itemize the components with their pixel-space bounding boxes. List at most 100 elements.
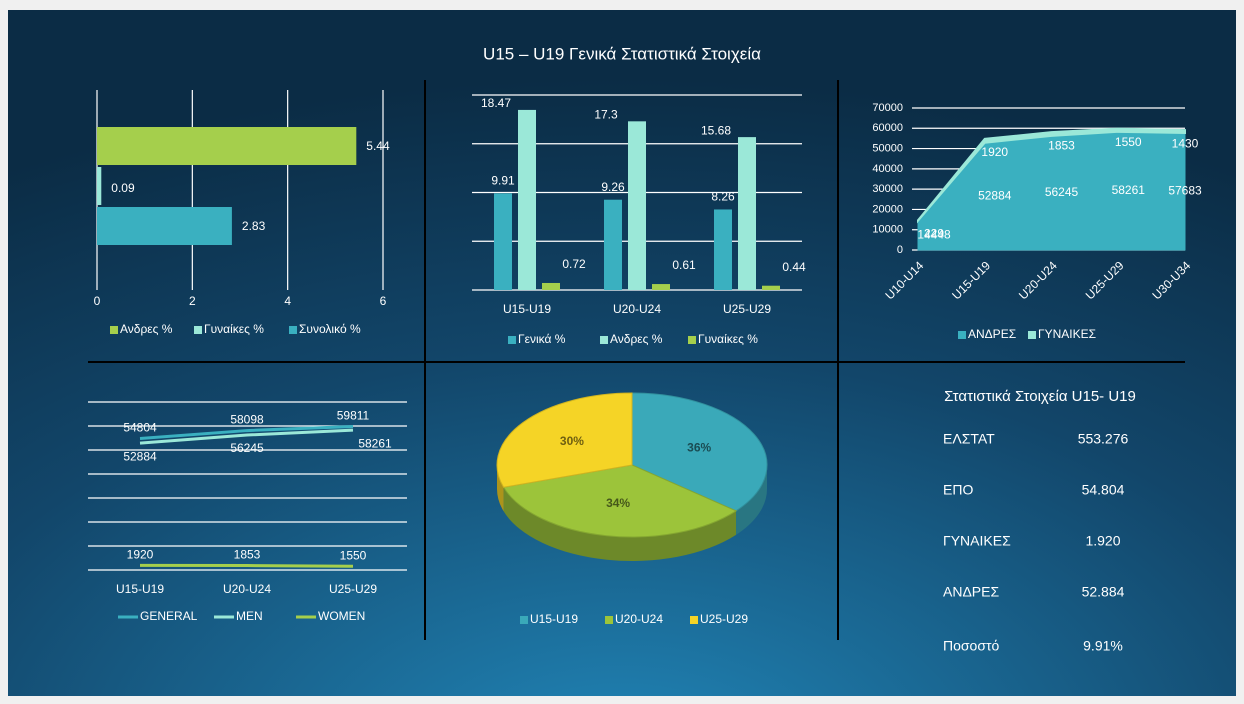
y-tick-label: 40000 (872, 163, 903, 175)
legend-swatch (289, 326, 297, 334)
data-label: 36% (687, 440, 711, 454)
legend-label: ΑΝΔΡΕΣ (968, 327, 1016, 341)
legend-label: U20-U24 (615, 612, 663, 626)
data-label: 58098 (230, 413, 264, 427)
table-value: 553.276 (1078, 431, 1129, 447)
data-label: 0.61 (672, 258, 696, 272)
pie-slice (496, 392, 633, 488)
table-value: 54.804 (1082, 482, 1125, 498)
data-label: 1853 (1048, 138, 1075, 152)
bar (97, 127, 357, 165)
legend-swatch (958, 331, 966, 339)
data-label: 57683 (1168, 184, 1202, 198)
data-label: 54804 (123, 421, 157, 435)
pie-slice (502, 464, 738, 538)
data-label: 17.3 (594, 107, 618, 121)
y-tick-label: 20000 (872, 203, 903, 215)
x-tick-label: U20-U24 (613, 302, 661, 316)
data-label: 58261 (1112, 183, 1146, 197)
data-label: 56245 (230, 441, 264, 455)
data-label: 5.44 (366, 139, 390, 153)
table-label: Ποσοστό (943, 638, 999, 654)
bar (604, 199, 622, 290)
y-tick-label: 30000 (872, 183, 903, 195)
table-title: Στατιστικά Στοιχεία U15- U19 (944, 388, 1136, 405)
x-tick-label: U15-U19 (503, 302, 551, 316)
bar (652, 284, 670, 290)
x-tick-label: 4 (284, 294, 291, 308)
data-label: 30% (560, 434, 584, 448)
line (139, 428, 354, 445)
data-label: 56245 (1045, 185, 1079, 199)
bar (714, 209, 732, 290)
legend-label: Ανδρες % (610, 332, 663, 346)
data-label: 1550 (1115, 135, 1142, 149)
data-label: 0.09 (111, 181, 135, 195)
y-tick-label: 10000 (872, 224, 903, 236)
data-label: 1920 (127, 548, 154, 562)
data-label: 1430 (1172, 136, 1199, 150)
legend-label: Γυναίκες % (698, 332, 758, 346)
data-label: 52884 (123, 449, 157, 463)
legend-label: Γυναίκες % (204, 322, 264, 336)
data-label: 229 (924, 226, 944, 240)
x-tick-label: U15-U19 (116, 582, 164, 596)
bar (97, 167, 102, 205)
table-label: ΕΠΟ (943, 482, 973, 498)
bar (738, 137, 756, 290)
bar (518, 109, 536, 290)
x-tick-label: 0 (94, 294, 101, 308)
data-label: 1853 (234, 548, 261, 562)
legend-swatch (605, 616, 613, 624)
x-tick-label: 2 (189, 294, 196, 308)
pie-side (736, 465, 767, 535)
legend-label: Συνολικό % (299, 322, 361, 336)
y-tick-label: 60000 (872, 122, 903, 134)
y-tick-label: 0 (897, 244, 903, 256)
legend-label: Γενικά % (518, 332, 566, 346)
data-label: 52884 (978, 189, 1012, 203)
legend-swatch (110, 326, 118, 334)
panel (8, 10, 1236, 696)
legend-swatch (508, 336, 516, 344)
table-label: ΑΝΔΡΕΣ (943, 584, 999, 600)
table-value: 9.91% (1083, 638, 1123, 654)
area (917, 127, 1186, 224)
table-label: ΕΛΣΤΑΤ (943, 431, 995, 447)
pie-side (503, 487, 737, 561)
data-label: 34% (606, 496, 630, 510)
data-label: 2.83 (242, 219, 266, 233)
table-value: 52.884 (1082, 584, 1125, 600)
legend-swatch (690, 616, 698, 624)
data-label: 15.68 (701, 123, 731, 137)
legend-label: GENERAL (140, 609, 198, 623)
bar (542, 282, 560, 290)
legend-label: U15-U19 (530, 612, 578, 626)
bar (762, 285, 780, 290)
data-label: 0.72 (562, 257, 586, 271)
data-label: 0.44 (782, 260, 806, 274)
x-tick-label: U20-U24 (223, 582, 271, 596)
pie-slice (631, 392, 768, 512)
legend-swatch (194, 326, 202, 334)
line (139, 563, 354, 568)
legend-swatch (520, 616, 528, 624)
legend-label: WOMEN (318, 609, 365, 623)
table-label: ΓΥΝΑΙΚΕΣ (943, 533, 1011, 549)
x-tick-label: 6 (380, 294, 387, 308)
table-value: 1.920 (1085, 533, 1120, 549)
page-title: U15 – U19 Γενικά Στατιστικά Στοιχεία (483, 44, 761, 63)
legend-label: MEN (236, 609, 263, 623)
data-label: 14448 (917, 228, 951, 242)
x-tick-label: U25-U29 (723, 302, 771, 316)
legend-label: Ανδρες % (120, 322, 173, 336)
data-label: 59811 (337, 409, 370, 423)
data-label: 58261 (358, 436, 392, 450)
data-label: 9.26 (601, 180, 625, 194)
legend-label: U25-U29 (700, 612, 748, 626)
legend-swatch (1028, 331, 1036, 339)
legend-label: ΓΥΝΑΙΚΕΣ (1038, 327, 1096, 341)
legend-swatch (688, 336, 696, 344)
